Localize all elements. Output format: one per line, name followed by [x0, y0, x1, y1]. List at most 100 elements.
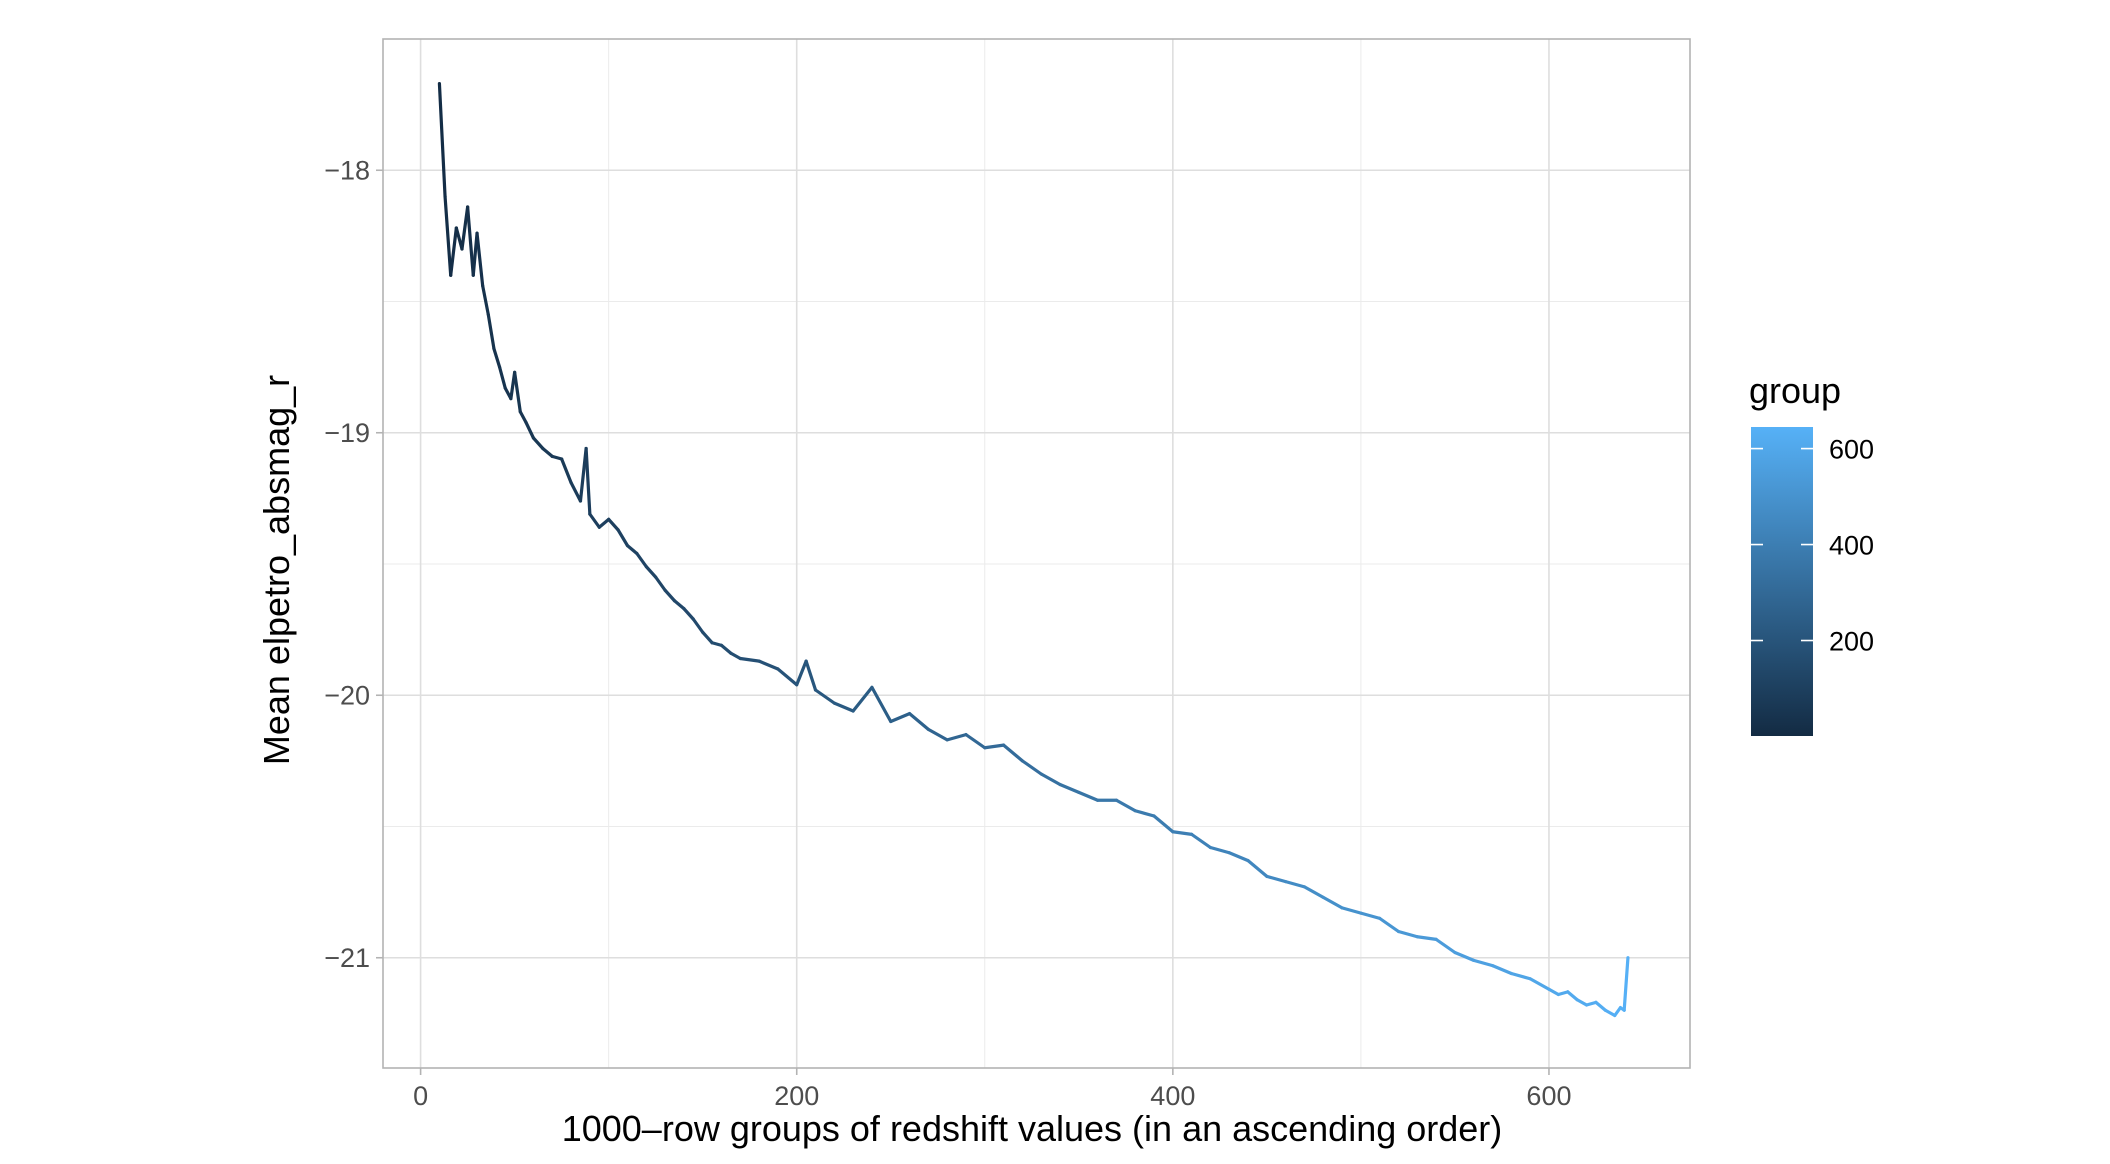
line-segment: [1472, 958, 1495, 968]
line-segment: [492, 347, 502, 369]
line-segment: [1058, 782, 1081, 794]
data-line: [437, 82, 1630, 1018]
line-segment: [449, 226, 458, 277]
line-segment: [1001, 743, 1024, 763]
line-segment: [1284, 880, 1307, 889]
line-segment: [513, 370, 522, 414]
line-segment: [1509, 971, 1532, 981]
line-segment: [1340, 906, 1363, 915]
plot-panel-border: [382, 38, 1691, 1069]
y-tick-label: −20: [324, 680, 370, 710]
line-segment: [691, 617, 705, 634]
line-segment: [486, 313, 496, 351]
line-segment: [1434, 937, 1457, 955]
legend-ticks: 200 400 600: [1751, 435, 1874, 657]
line-segment: [889, 712, 912, 724]
line-segment: [945, 733, 968, 742]
line-segment: [550, 454, 564, 461]
line-segment: [870, 685, 893, 724]
line-segment: [1227, 851, 1250, 863]
line-segment: [437, 82, 447, 199]
line-segment: [1613, 1006, 1623, 1018]
line-segment: [1265, 874, 1288, 884]
line-segment: [597, 517, 611, 529]
line-segment: [654, 575, 667, 592]
line-segment: [1359, 911, 1382, 920]
y-tick-label: −18: [324, 155, 370, 185]
line-segment: [1171, 830, 1194, 836]
x-tick-label: 200: [774, 1081, 819, 1111]
legend-tick-label: 600: [1829, 435, 1874, 465]
line-segment: [635, 551, 648, 569]
line-segment: [1190, 832, 1213, 850]
line-segment: [443, 194, 453, 277]
line-segment: [625, 544, 639, 556]
line-segment: [1114, 798, 1137, 813]
line-segment: [701, 630, 714, 645]
line-segment: [1528, 977, 1551, 991]
line-segment: [983, 743, 1006, 750]
line-segment: [1556, 990, 1570, 997]
line-segment: [1378, 916, 1401, 934]
line-segment: [672, 599, 686, 611]
line-segment: [588, 512, 601, 529]
line-segment: [584, 446, 592, 516]
line-segment: [757, 659, 780, 671]
line-segment: [804, 659, 818, 692]
line-segment: [1575, 998, 1589, 1007]
line-segment: [907, 712, 930, 731]
legend-tick-label: 400: [1829, 531, 1874, 561]
plot-panel: [383, 39, 1690, 1068]
line-segment: [710, 641, 724, 647]
line-segment: [719, 643, 733, 655]
legend: group 200 400 600: [1749, 370, 1874, 736]
line-segment: [531, 436, 545, 451]
line-segment: [1622, 956, 1630, 1012]
line-segment: [644, 565, 658, 579]
line-segment: [518, 410, 528, 424]
line-segment: [497, 365, 507, 390]
y-tick-label: −19: [324, 418, 370, 448]
line-segment: [795, 659, 808, 687]
line-segment: [1246, 859, 1269, 878]
line-segment: [1584, 1000, 1598, 1007]
line-segment: [851, 685, 874, 713]
line-segment: [481, 284, 490, 317]
line-segment: [1077, 790, 1100, 802]
line-segment: [964, 733, 987, 750]
line-segment: [1603, 1008, 1617, 1018]
line-segment: [1039, 772, 1062, 787]
legend-colorbar: [1751, 427, 1813, 736]
line-segment: [813, 688, 836, 705]
line-segment: [729, 651, 742, 661]
line-segment: [569, 481, 583, 503]
line-segment: [1396, 929, 1419, 939]
line-segment: [1566, 990, 1579, 1002]
x-tick-label: 0: [413, 1081, 428, 1111]
line-segment: [1152, 814, 1175, 834]
line-segment: [541, 446, 554, 458]
line-segment: [1415, 935, 1438, 941]
line-segment: [1208, 845, 1231, 855]
x-tick-label: 400: [1150, 1081, 1195, 1111]
line-segment: [1490, 964, 1513, 976]
legend-tick-label: 200: [1829, 627, 1874, 657]
line-segment: [616, 528, 630, 548]
line-segment: [560, 457, 573, 485]
line-segment: [832, 701, 855, 713]
line-segment: [776, 667, 799, 687]
x-axis: 0 200 400 600: [413, 1068, 1571, 1111]
x-axis-title: 1000–row groups of redshift values (in a…: [562, 1108, 1503, 1149]
legend-title: group: [1749, 370, 1841, 411]
y-axis: −18 −19 −20 −21: [324, 155, 383, 973]
line-segment: [1453, 950, 1476, 962]
y-tick-label: −21: [324, 943, 370, 973]
line-segment: [475, 231, 485, 288]
line-segment: [607, 517, 620, 532]
grid-lines: [383, 39, 1690, 1068]
line-segment: [926, 727, 949, 742]
line-segment: [1020, 759, 1043, 776]
line-segment: [1594, 1000, 1607, 1012]
line-segment: [1133, 809, 1156, 818]
